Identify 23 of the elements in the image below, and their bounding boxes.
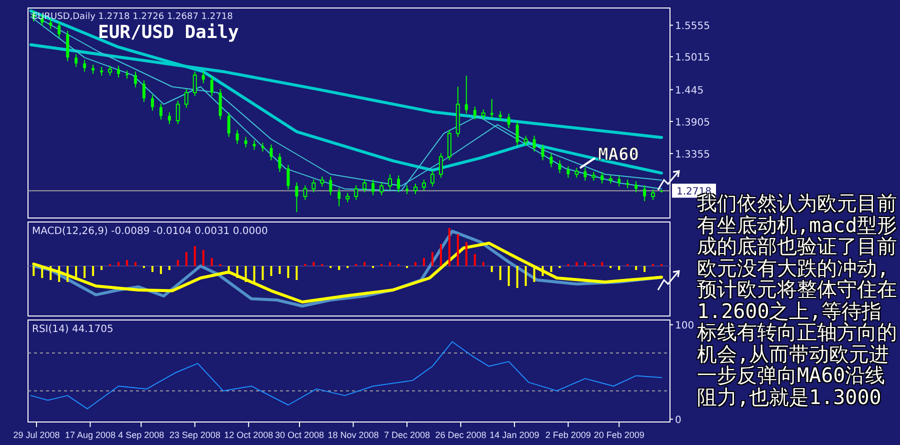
y-tick-label: 1.3355 [675,150,710,161]
x-tick-label: 12 Oct 2008 [224,430,274,440]
y-tick-label: 1.5015 [675,52,710,64]
y-tick-label: 0 [675,415,682,426]
annotation: MA60 [598,145,639,165]
y-tick-label: 100 [675,320,694,332]
y-tick-label: 1.5555 [675,21,710,32]
x-tick-label: 17 Aug 2008 [64,430,116,440]
y-tick-label: 1.3905 [675,117,710,128]
x-tick-label: 29 Jul 2008 [13,430,60,440]
x-tick-label: 2 Feb 2009 [545,430,591,440]
x-tick-label: 14 Jan 2009 [490,430,540,440]
x-tick-label: 23 Sep 2008 [169,430,220,440]
x-tick-label: 4 Sep 2008 [118,430,164,440]
text: EUR/USD Daily [98,22,240,43]
x-tick-label: 7 Dec 2008 [384,430,430,440]
x-tick-label: 26 Dec 2008 [435,430,486,440]
y-tick-label: 1.445 [675,86,704,97]
chart-title: MACD(12,26,9) -0.0089 -0.0104 0.0031 0.0000 [32,226,268,237]
x-tick-label: 30 Oct 2008 [274,430,324,440]
chart-title: RSI(14) 44.1705 [32,324,114,335]
x-tick-label: 20 Feb 2009 [594,430,644,440]
x-tick-label: 18 Nov 2008 [328,430,379,440]
